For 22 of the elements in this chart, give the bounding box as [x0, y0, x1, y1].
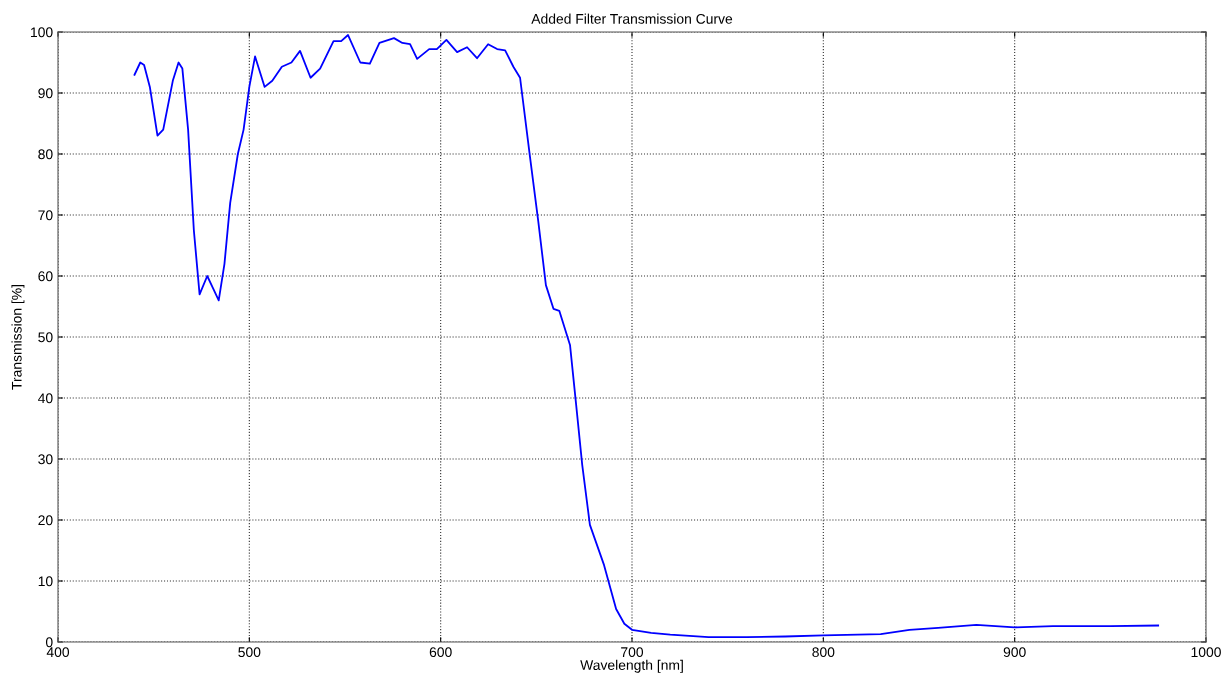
y-tick-label: 20 [38, 515, 53, 526]
x-tick-label: 400 [46, 647, 70, 658]
y-tick-label: 0 [45, 637, 53, 648]
x-tick-label: 1000 [1191, 647, 1221, 658]
x-tick-label: 500 [238, 647, 261, 658]
y-tick-label: 80 [38, 149, 53, 160]
y-tick-label: 10 [38, 576, 53, 587]
y-tick-label: 30 [38, 454, 53, 465]
x-tick-label: 800 [812, 647, 835, 658]
x-axis-title: Wavelength [nm] [580, 659, 683, 673]
y-axis-title: Transmission [%] [11, 284, 25, 390]
x-tick-label: 900 [1003, 647, 1026, 658]
y-tick-label: 70 [38, 210, 53, 221]
chart-title: Added Filter Transmission Curve [531, 13, 733, 24]
y-tick-label: 60 [38, 271, 53, 282]
y-tick-label: 50 [38, 332, 53, 343]
x-tick-label: 600 [429, 647, 452, 658]
line-series [133, 34, 1160, 639]
y-tick-label: 40 [38, 393, 53, 404]
x-tick-label: 700 [621, 647, 644, 658]
y-tick-label: 90 [38, 88, 53, 99]
y-tick-label: 100 [31, 27, 53, 38]
